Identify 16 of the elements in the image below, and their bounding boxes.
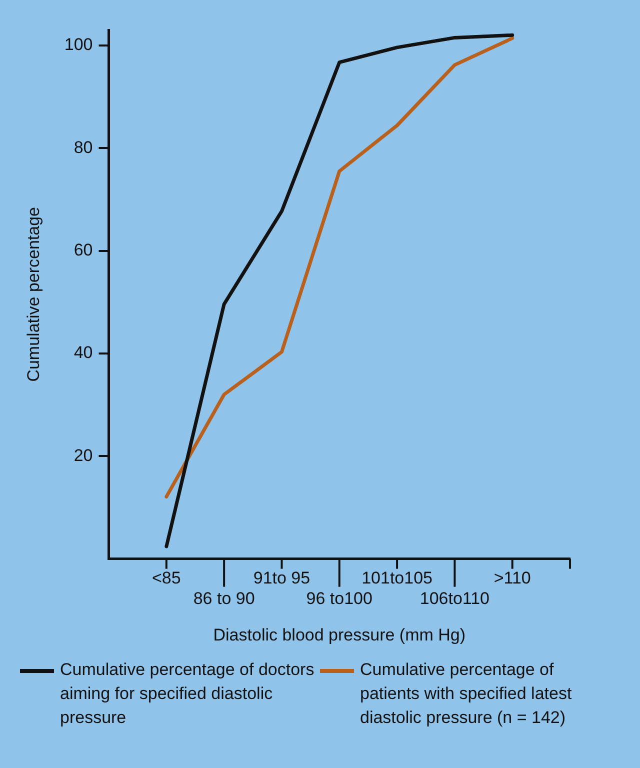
x-tick-label: >110 [494, 568, 531, 588]
y-tick-label: 20 [74, 446, 93, 465]
x-tick-label: 106to110 [420, 589, 490, 608]
x-tick-label: 96 to100 [306, 589, 372, 608]
x-axis-title: Diastolic blood pressure (mm Hg) [213, 625, 466, 644]
y-axis-title: Cumulative percentage [24, 206, 43, 382]
y-tick-label: 40 [74, 343, 93, 362]
y-tick-label: 60 [74, 240, 93, 260]
legend-label: Cumulative percentage of doctors aiming for specified diastolic pressure [60, 660, 314, 728]
x-tick-label: 101to105 [362, 568, 432, 588]
legend-label: Cumulative percentage of patients with specified latest diastolic pressure (n = 142) [360, 660, 572, 728]
x-tick-label: 86 to 90 [193, 589, 255, 608]
x-tick-label: <85 [152, 568, 181, 588]
x-tick-label: 91to 95 [253, 568, 310, 588]
y-tick-label: 80 [74, 138, 93, 157]
y-tick-label: 100 [64, 35, 93, 54]
